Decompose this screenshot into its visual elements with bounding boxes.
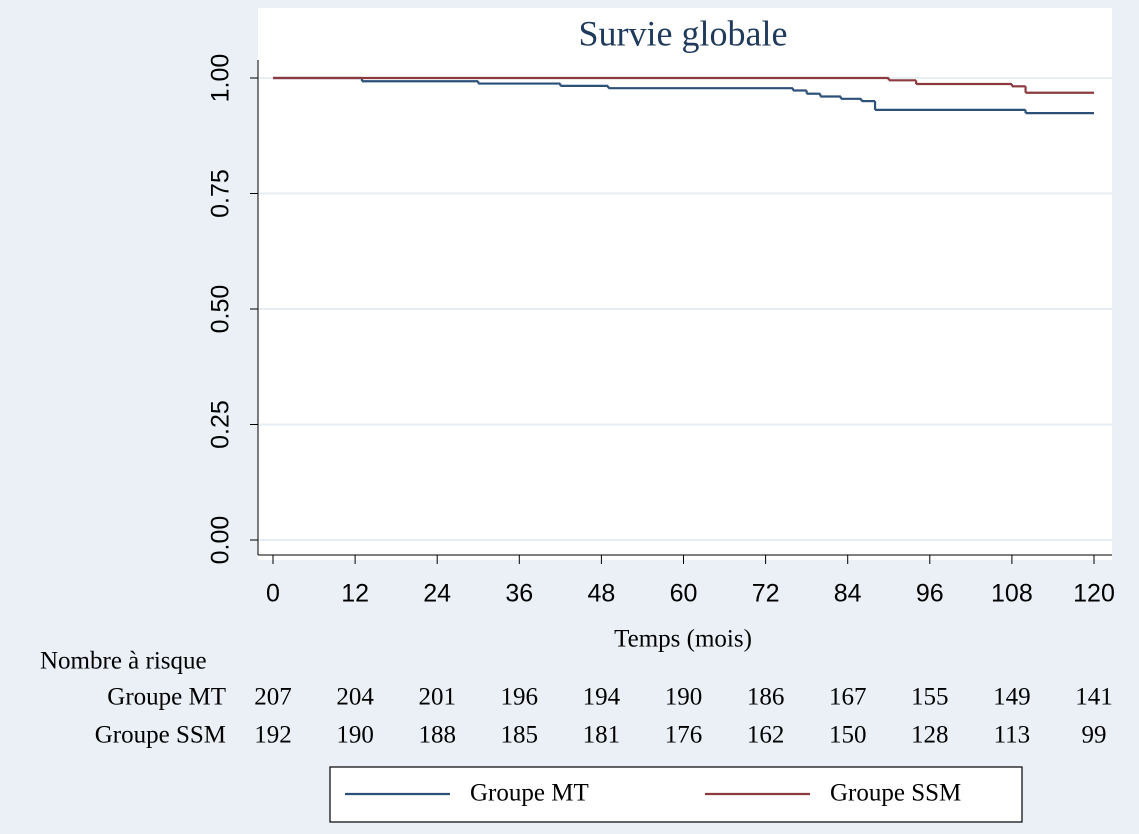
x-tick-label: 48 xyxy=(587,580,615,608)
x-tick-label: 96 xyxy=(916,580,944,608)
y-tick-label: 0.25 xyxy=(207,400,235,449)
risk-count: 192 xyxy=(254,722,292,749)
y-tick-label: 0.50 xyxy=(207,285,235,334)
x-tick-label: 72 xyxy=(752,580,780,608)
risk-row-label: Groupe SSM xyxy=(95,722,226,749)
x-axis-label: Temps (mois) xyxy=(614,626,752,653)
risk-count: 201 xyxy=(418,684,456,711)
x-tick-label: 108 xyxy=(991,580,1033,608)
risk-count: 176 xyxy=(665,722,703,749)
risk-count: 149 xyxy=(993,684,1031,711)
risk-count: 194 xyxy=(583,684,621,711)
plot-background xyxy=(258,8,1112,560)
risk-count: 150 xyxy=(829,722,867,749)
risk-count: 181 xyxy=(583,722,621,749)
x-tick-label: 0 xyxy=(266,580,280,608)
chart-title: Survie globale xyxy=(579,13,788,53)
risk-count: 99 xyxy=(1082,722,1107,749)
x-tick-label: 12 xyxy=(341,580,369,608)
risk-count: 167 xyxy=(829,684,867,711)
risk-count: 188 xyxy=(418,722,456,749)
risk-count: 196 xyxy=(501,684,539,711)
y-tick-label: 1.00 xyxy=(207,54,235,103)
risk-count: 113 xyxy=(994,722,1031,749)
risk-count: 185 xyxy=(501,722,539,749)
risk-count: 128 xyxy=(911,722,949,749)
y-tick-label: 0.00 xyxy=(207,516,235,565)
legend-label: Groupe SSM xyxy=(830,780,961,807)
risk-count: 204 xyxy=(336,684,374,711)
x-tick-label: 60 xyxy=(670,580,698,608)
risk-count: 207 xyxy=(254,684,292,711)
x-tick-label: 84 xyxy=(834,580,862,608)
risk-count: 162 xyxy=(747,722,785,749)
legend-label: Groupe MT xyxy=(470,780,589,807)
x-tick-label: 120 xyxy=(1073,580,1115,608)
risk-row-label: Groupe MT xyxy=(107,684,226,711)
x-tick-label: 24 xyxy=(423,580,451,608)
x-tick-label: 36 xyxy=(505,580,533,608)
y-tick-label: 0.75 xyxy=(207,169,235,218)
risk-count: 190 xyxy=(665,684,703,711)
risk-count: 141 xyxy=(1075,684,1113,711)
risk-table-title: Nombre à risque xyxy=(40,648,207,675)
risk-count: 155 xyxy=(911,684,949,711)
risk-count: 190 xyxy=(336,722,374,749)
risk-count: 186 xyxy=(747,684,785,711)
